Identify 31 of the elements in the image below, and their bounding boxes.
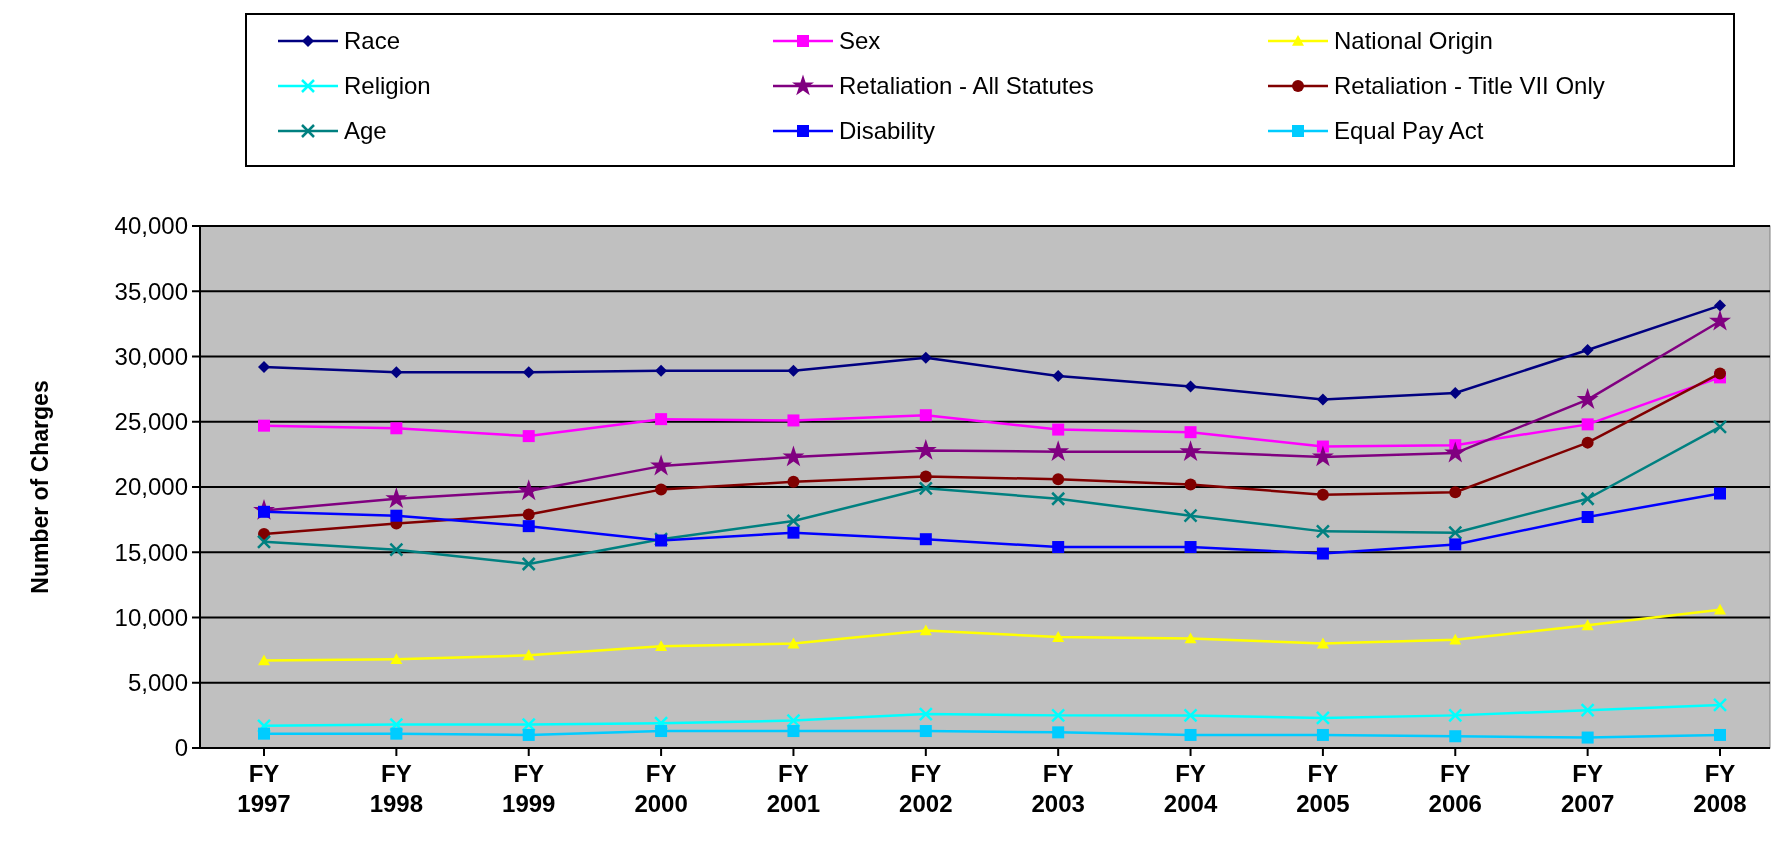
x-tick-label: FY 1998 (369, 760, 424, 817)
y-tick-label: 15,000 (114, 538, 188, 566)
y-tick-label: 35,000 (114, 277, 188, 305)
y-axis-title: Number of Charges (27, 380, 53, 594)
y-tick-label: 30,000 (114, 342, 188, 370)
x-tick-label: FY 2004 (1163, 760, 1218, 817)
legend-label: Sex (839, 27, 881, 55)
legend-label: Retaliation - All Statutes (839, 72, 1094, 100)
legend-label: National Origin (1334, 27, 1493, 55)
x-tick-label: FY 2002 (899, 760, 953, 817)
legend-label: Disability (839, 117, 936, 145)
legend-label: Race (344, 27, 401, 55)
legend-label: Age (344, 117, 387, 145)
y-tick-label: 5,000 (127, 669, 188, 697)
legend-label: Retaliation - Title VII Only (1334, 72, 1605, 100)
x-tick-label: FY 1997 (237, 760, 291, 817)
legend-label: Equal Pay Act (1334, 117, 1484, 145)
x-tick-label: FY 2007 (1560, 760, 1615, 817)
x-tick-label: FY 2006 (1428, 760, 1482, 817)
legend-label: Religion (344, 72, 431, 100)
x-tick-label: FY 2005 (1296, 760, 1350, 817)
y-tick-label: 40,000 (114, 212, 188, 240)
y-tick-label: 0 (174, 734, 188, 762)
x-tick-label: FY 2008 (1693, 760, 1747, 817)
y-tick-label: 10,000 (114, 603, 188, 631)
y-tick-label: 25,000 (114, 408, 188, 436)
x-tick-label: FY 2000 (634, 760, 688, 817)
y-tick-label: 20,000 (114, 473, 188, 501)
x-tick-label: FY 2001 (766, 760, 821, 817)
x-tick-label: FY 2003 (1031, 760, 1085, 817)
x-tick-label: FY 1999 (502, 760, 556, 817)
